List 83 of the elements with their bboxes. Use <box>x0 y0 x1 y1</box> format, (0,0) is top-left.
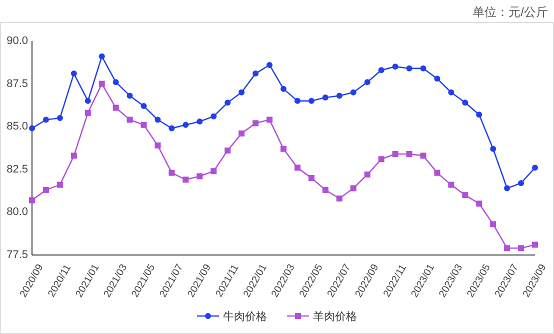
point <box>196 173 203 180</box>
point <box>252 70 259 77</box>
point <box>266 62 273 68</box>
point <box>70 70 77 77</box>
point <box>490 221 496 228</box>
point <box>294 164 300 171</box>
point <box>448 182 454 188</box>
point <box>98 80 105 87</box>
y-tick-label: 80.0 <box>6 206 28 218</box>
point <box>112 79 119 86</box>
point <box>532 242 538 248</box>
point <box>84 98 91 104</box>
point <box>392 150 398 157</box>
point <box>364 172 370 178</box>
point <box>29 197 35 204</box>
point <box>266 116 273 123</box>
legend-label: 牛肉价格 <box>223 310 267 323</box>
point <box>378 67 384 74</box>
point <box>462 192 468 198</box>
point <box>392 64 398 70</box>
y-tick-label: 77.5 <box>6 249 28 261</box>
point <box>378 156 384 162</box>
point <box>238 130 245 136</box>
point <box>308 174 314 181</box>
point <box>224 148 231 154</box>
point <box>504 185 510 192</box>
point <box>406 150 412 157</box>
point <box>490 146 496 152</box>
point <box>448 89 454 96</box>
point <box>29 125 35 132</box>
point <box>322 186 328 193</box>
point <box>154 116 161 123</box>
point <box>476 112 482 118</box>
point <box>112 104 119 111</box>
point <box>280 86 286 92</box>
point <box>336 196 342 202</box>
point <box>350 185 356 192</box>
point <box>476 200 482 207</box>
point <box>42 116 49 123</box>
point <box>42 186 49 193</box>
point <box>462 100 468 106</box>
y-tick-label: 90.0 <box>6 35 28 47</box>
point <box>420 152 426 159</box>
point <box>70 152 77 159</box>
point <box>532 164 538 171</box>
point <box>182 176 189 183</box>
y-tick-label: 82.5 <box>6 163 28 176</box>
y-tick-label: 85.0 <box>6 120 28 133</box>
point <box>98 53 105 60</box>
point <box>154 142 161 148</box>
point <box>336 92 342 99</box>
y-tick-label: 87.5 <box>6 78 28 90</box>
point <box>126 116 133 123</box>
point <box>294 98 300 104</box>
point <box>210 168 217 174</box>
point <box>238 89 245 96</box>
point <box>168 170 175 176</box>
point <box>504 245 510 252</box>
point <box>406 65 412 72</box>
point <box>434 76 440 82</box>
legend-label: 羊肉价格 <box>313 311 357 323</box>
point <box>168 125 175 132</box>
point <box>308 98 314 104</box>
point <box>252 120 259 126</box>
point <box>322 94 328 100</box>
point <box>140 122 147 128</box>
point <box>420 65 426 72</box>
point <box>224 100 231 106</box>
point <box>518 180 524 186</box>
point <box>210 113 217 120</box>
text: 单位：元/公斤 <box>472 5 548 19</box>
point <box>84 110 91 116</box>
point <box>196 118 203 124</box>
point <box>126 92 133 99</box>
point <box>280 146 286 152</box>
point <box>364 79 370 86</box>
point <box>56 182 63 188</box>
point <box>140 103 147 110</box>
point <box>350 89 356 96</box>
point <box>518 245 524 252</box>
point <box>434 170 440 176</box>
point <box>56 115 63 122</box>
point <box>182 122 189 128</box>
